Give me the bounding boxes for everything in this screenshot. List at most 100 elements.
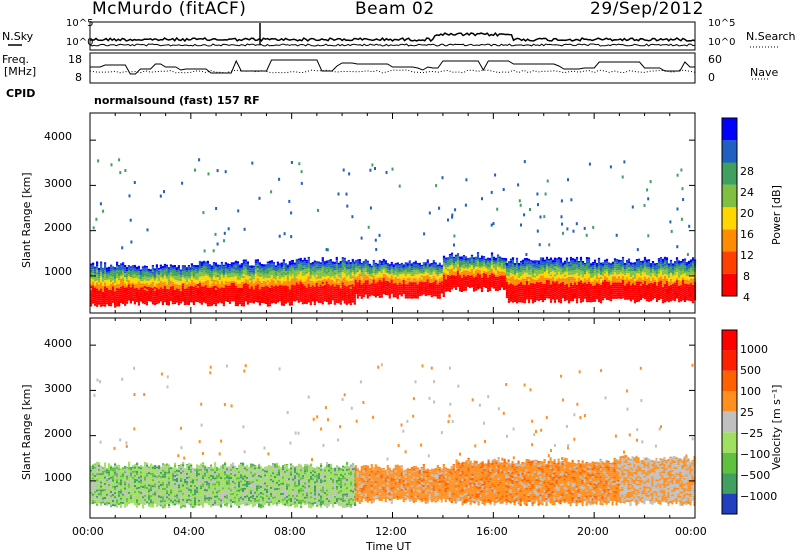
power-cell (305, 277, 308, 280)
power-cell (494, 266, 498, 269)
power-cell (539, 265, 543, 268)
power-cell (408, 282, 411, 285)
power-cell (424, 271, 427, 274)
power-cell (418, 281, 421, 284)
power-cell (450, 266, 454, 269)
power-cell (587, 296, 591, 298)
power-cell (179, 276, 182, 279)
power-cell (549, 280, 553, 283)
power-cell (450, 283, 454, 286)
power-cell (343, 279, 346, 282)
power-cell (234, 263, 237, 266)
power-cell (571, 260, 575, 263)
power-cell (587, 265, 591, 268)
power-cell (541, 289, 545, 292)
power-cell (171, 302, 174, 305)
power-cell (349, 266, 352, 269)
power-cell (426, 259, 429, 261)
power-cell (436, 266, 439, 268)
power-cell (446, 287, 450, 290)
power-cell (284, 267, 287, 270)
power-cell (224, 291, 227, 294)
power-cell (116, 263, 119, 266)
power-cell (244, 299, 247, 302)
power-cell (236, 273, 239, 276)
power-cell (202, 263, 205, 266)
power-cell (260, 264, 263, 265)
power-cell (341, 272, 344, 275)
power-cell (256, 259, 259, 262)
power-cell (551, 266, 555, 269)
power-cell (309, 297, 312, 299)
power-cell (442, 286, 446, 289)
power-cell (149, 299, 152, 302)
power-cell (410, 278, 413, 281)
power-cell (418, 267, 421, 270)
power-cell (507, 286, 511, 289)
power-cell (335, 286, 338, 289)
power-cell (382, 265, 385, 268)
power-cell (406, 265, 409, 268)
power-cell (577, 290, 581, 293)
power-cell (120, 286, 123, 289)
power-cell (490, 281, 494, 284)
power-cell (358, 267, 361, 270)
power-cell (165, 278, 168, 281)
power-cell (190, 263, 193, 266)
power-cell (587, 291, 591, 294)
power-cell (561, 290, 565, 293)
power-cell (498, 275, 502, 278)
power-cell (414, 282, 417, 285)
power-cell (362, 289, 365, 291)
power-cell (244, 273, 247, 275)
power-cell (523, 270, 527, 273)
power-cell (181, 297, 184, 300)
power-cell (424, 288, 427, 290)
power-cell (295, 268, 298, 271)
power-cell (420, 277, 423, 280)
power-cell (181, 269, 184, 272)
power-cell (181, 277, 184, 280)
power-cell (358, 265, 361, 268)
power-cell (541, 279, 545, 282)
power-cell (284, 275, 287, 278)
power-cell (448, 259, 452, 262)
power-cell (167, 268, 170, 271)
power-cell (313, 268, 316, 271)
power-cell (565, 259, 569, 262)
power-cell (398, 286, 401, 289)
power-cell (553, 268, 557, 271)
power-cell (118, 292, 121, 295)
power-cell (307, 296, 310, 299)
power-cell (460, 259, 464, 262)
power-cell (110, 296, 113, 299)
power-cell (131, 288, 134, 291)
power-cell (571, 264, 575, 267)
power-cell (120, 263, 123, 265)
power-cell (112, 298, 115, 301)
power-cell (426, 260, 429, 263)
power-cell (480, 277, 484, 280)
power-cell (112, 288, 115, 291)
power-cell (106, 273, 109, 276)
power-cell (139, 277, 142, 280)
power-cell (240, 283, 243, 286)
power-cell (295, 292, 298, 295)
power-cell (313, 292, 316, 295)
power-cell (349, 292, 352, 295)
power-cell (583, 286, 587, 289)
power-cell (398, 288, 401, 291)
power-cell (476, 277, 480, 280)
power-cell (161, 280, 164, 283)
power-cell (541, 259, 545, 262)
power-cell (190, 284, 193, 287)
power-cell (553, 284, 557, 287)
power-cell (272, 282, 275, 285)
power-cell (410, 276, 413, 279)
power-cell (141, 281, 144, 284)
power-cell (505, 263, 509, 265)
power-cell (551, 279, 555, 282)
power-cell (478, 282, 482, 285)
power-cell (372, 283, 375, 286)
power-cell (420, 291, 423, 294)
